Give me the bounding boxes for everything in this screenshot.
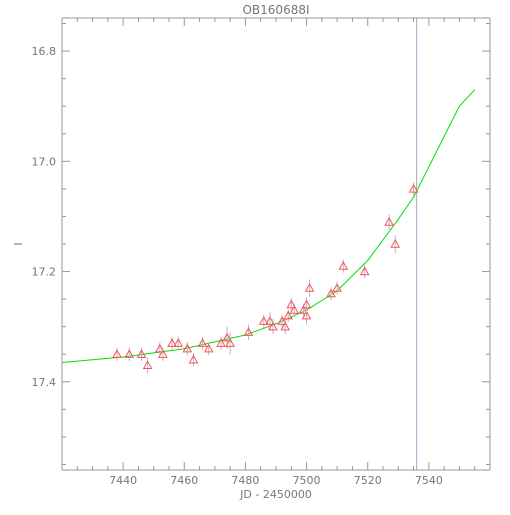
data-point [167,338,177,347]
data-point [265,316,275,325]
y-tick-label-16.8: 16.8 [32,45,57,58]
data-point [225,338,235,347]
data-point [142,360,153,369]
data-point [301,310,312,320]
data-point [332,283,342,292]
x-tick-label-7440: 7440 [109,474,137,487]
data-point [298,305,309,314]
data-point [154,343,165,353]
data-point [277,316,287,325]
data-point [216,338,226,347]
data-point [408,183,419,193]
data-point [243,327,254,336]
data-point [326,288,336,298]
chart-title: OB160688I [242,3,309,17]
x-axis-title: JD - 2450000 [239,488,312,501]
data-point [258,316,269,325]
data-point [136,349,147,358]
x-tick-label-7540: 7540 [415,474,443,487]
data-point [182,343,193,353]
data-point [197,338,208,347]
data-point [280,321,291,331]
data-point [158,349,168,358]
data-point [112,349,122,358]
y-tick-label-17.4: 17.4 [32,376,57,389]
data-point [384,216,394,226]
data-point [283,310,294,320]
data-point [359,266,370,276]
data-point [286,299,297,309]
data-point [289,305,300,314]
x-tick-label-7480: 7480 [231,474,259,487]
data-point [268,321,278,331]
data-point [390,238,401,248]
data-point [338,260,349,270]
x-tick-label-7460: 7460 [170,474,198,487]
x-tick-label-7500: 7500 [293,474,321,487]
y-axis-title: I [12,242,25,245]
plot-frame [61,17,491,471]
x-tick-label-7520: 7520 [354,474,382,487]
model-curve [61,89,476,363]
data-point [203,343,214,353]
data-point [188,354,199,364]
data-point [222,332,232,342]
y-tick-label-17.2: 17.2 [32,266,57,279]
data-point [301,299,312,309]
data-point [304,283,315,292]
y-tick-label-17: 17.0 [32,155,57,168]
data-point [173,338,184,347]
data-point [124,349,135,358]
